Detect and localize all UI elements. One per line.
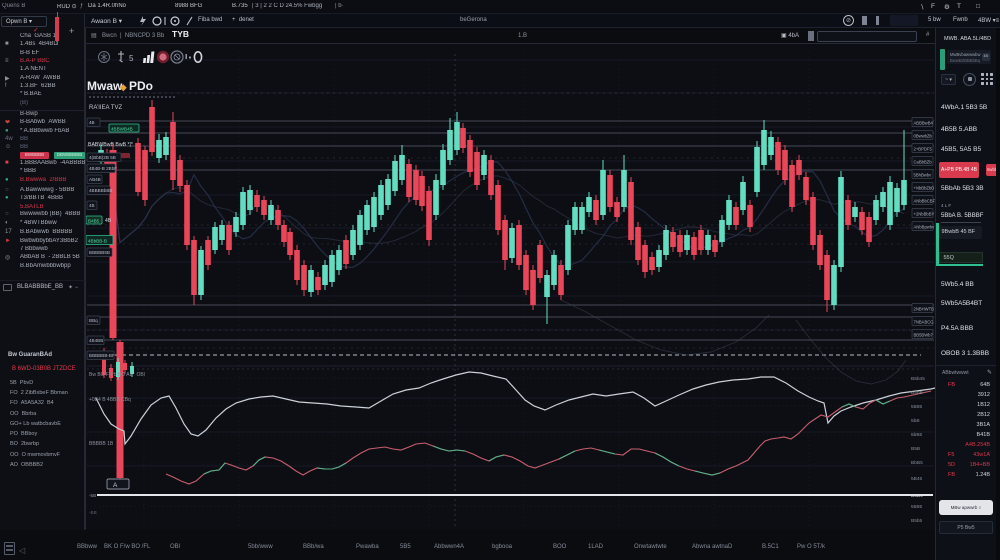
svg-text:Mwaw: Mwaw (87, 79, 123, 93)
svg-text:+0B4 B 4BBB CBq: +0B4 B 4BBB CBq (89, 397, 131, 403)
svg-text:ANbBbCBF: ANbBbCBF (914, 199, 936, 204)
svg-text:ABBBwB4: ABBBwB4 (914, 121, 934, 126)
svg-text:BABWBwB BwB *|*: BABWBwB BwB *|* (88, 142, 133, 148)
svg-text:RA’IIEA TVZ: RA’IIEA TVZ (89, 105, 122, 111)
svg-text:BBBBB5B: BBBBB5B (89, 250, 110, 255)
svg-text:4(BbB)2B 5B: 4(BbB)2B 5B (89, 155, 116, 160)
svg-text:2+BPDF5: 2+BPDF5 (914, 147, 933, 152)
svg-text:B5B: B5B (911, 446, 920, 452)
svg-text:2NBHWTB: 2NBHWTB (914, 307, 935, 312)
svg-text:0BwwbZb: 0BwwbZb (914, 134, 933, 139)
svg-text:4BBBBbBB: 4BBBBbBB (89, 188, 113, 193)
svg-text:5bB5: 5bB5 (911, 432, 923, 438)
svg-text:55B5: 55B5 (911, 404, 923, 410)
svg-text:◆: ◆ (119, 82, 128, 92)
svg-text:BB5BWb7: BB5BWb7 (914, 333, 934, 338)
svg-text:A: A (113, 482, 118, 489)
svg-text:5: 5 (129, 54, 134, 63)
svg-text:CaBbBZb: CaBbBZb (914, 160, 933, 165)
svg-text:4B4BB: 4B4BB (89, 338, 103, 343)
svg-text:+NbBbZbD: +NbBbZbD (914, 186, 935, 191)
svg-text:B5B4: B5B4 (911, 493, 923, 499)
svg-text:B5b45: B5b45 (911, 376, 925, 382)
svg-text:BbB5: BbB5 (911, 460, 923, 466)
svg-text:5BhBwbv: 5BhBwbv (914, 173, 933, 178)
svg-text:BBBBB 1B: BBBBB 1B (89, 441, 114, 447)
svg-text:Bw BO F Pb BO AL OBl: Bw BO F Pb BO AL OBl (89, 372, 145, 378)
svg-text:B4B5: B4B5 (88, 219, 100, 224)
svg-text:7NBABCG: 7NBABCG (914, 320, 934, 325)
svg-text:B5bB: B5bB (911, 390, 923, 396)
svg-text:AB4B: AB4B (89, 177, 101, 182)
svg-text:PDo: PDo (129, 79, 153, 93)
svg-text:B5b5: B5b5 (911, 518, 923, 524)
svg-text:5B45: 5B45 (911, 476, 923, 482)
svg-text:4B: 4B (89, 120, 95, 125)
svg-text:55B5: 55B5 (911, 504, 923, 510)
svg-text:ANbBpwbv: ANbBpwbv (914, 225, 936, 230)
svg-text:4B: 4B (105, 218, 112, 224)
svg-text:BBBBBB-BF: BBBBBB-BF (89, 353, 115, 358)
svg-text:-5B: -5B (89, 493, 96, 498)
svg-text:+2NbBbBY: +2NbBbBY (914, 212, 935, 217)
svg-text:4BBWB4B: 4BBWB4B (111, 127, 133, 132)
svg-text:4BbBB-B: 4BbBB-B (88, 239, 107, 244)
svg-text:BBq: BBq (89, 318, 98, 323)
svg-text:-BB: -BB (89, 510, 97, 515)
svg-text:4B: 4B (89, 203, 95, 208)
svg-text:5bB: 5bB (911, 418, 920, 424)
svg-text:4B4B-B 2BbF: 4B4B-B 2BbF (89, 166, 117, 171)
